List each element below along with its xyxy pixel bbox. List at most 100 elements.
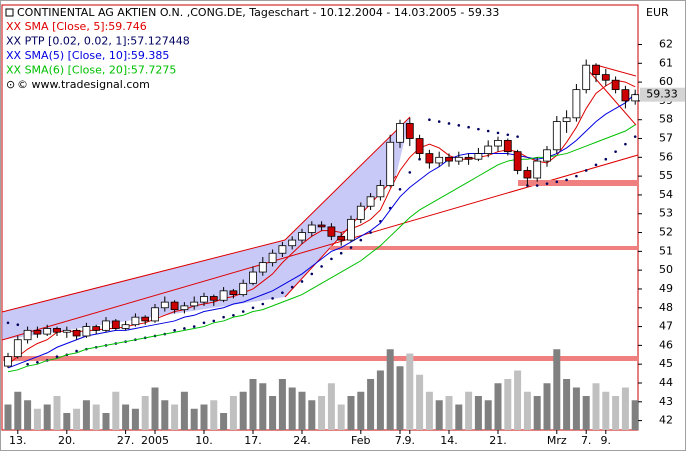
ptp-dot <box>281 291 284 295</box>
x-tick-label: 7. <box>395 434 406 447</box>
candle-body <box>562 117 571 122</box>
candle-body <box>327 226 336 237</box>
volume-bar <box>151 387 159 430</box>
ptp-dot <box>594 163 598 167</box>
candle-body <box>190 301 199 307</box>
candle-body <box>23 329 32 341</box>
candle-body <box>180 305 189 311</box>
ptp-dot <box>369 231 372 234</box>
volume-bar <box>63 413 71 430</box>
candle-body <box>582 64 591 91</box>
y-tick-label: 50 <box>659 263 673 276</box>
volume-bar <box>171 404 179 430</box>
candle-body <box>464 156 473 160</box>
volume-bar <box>474 396 482 430</box>
y-tick-label: 48 <box>659 301 673 314</box>
volume-bar <box>563 379 571 430</box>
y-tick-label: 52 <box>659 226 673 239</box>
volume-bar <box>190 408 198 430</box>
support-level <box>2 356 638 361</box>
candle-body <box>631 94 640 102</box>
candle-body <box>62 329 71 333</box>
copyright-icon: ⊙ <box>6 78 15 91</box>
indicator-line <box>7 93 636 369</box>
ptp-dot <box>604 157 608 161</box>
volume-bar <box>612 396 620 430</box>
candle-body <box>611 79 620 91</box>
candle-body <box>454 156 463 162</box>
candles <box>4 59 640 368</box>
x-tick-label: 9. <box>601 434 612 447</box>
legend-entry: XX SMA [Close, 5]:59.746 <box>6 20 147 33</box>
candle-body <box>288 239 297 247</box>
volume-bar <box>239 391 247 430</box>
candle-body <box>543 149 551 162</box>
volume-bar <box>161 400 169 430</box>
volume-bar <box>141 396 149 430</box>
candle-body <box>435 156 444 164</box>
volume-bar <box>553 349 561 430</box>
channel-shade <box>2 240 285 340</box>
volume-bar <box>523 391 531 430</box>
y-tick-label: 57 <box>659 132 673 145</box>
ptp-dot <box>555 180 559 184</box>
ptp-dot <box>173 329 176 332</box>
candle-body <box>268 252 277 264</box>
volume-bar <box>4 404 12 430</box>
volume-bar <box>73 408 81 430</box>
volume-bar <box>102 413 110 430</box>
channel-shade <box>285 117 410 297</box>
volume-bar <box>33 408 41 430</box>
volume-bar <box>484 400 492 430</box>
volume-bar <box>631 400 639 430</box>
indicator-line <box>7 124 636 373</box>
volume-bar <box>514 370 522 430</box>
x-tick-label: 14. <box>440 434 458 447</box>
drawings <box>1 64 639 361</box>
volume <box>4 349 639 430</box>
candle-body <box>141 316 150 322</box>
candle-body <box>503 139 512 153</box>
volume-bar <box>200 404 208 430</box>
volume-bar <box>602 391 610 430</box>
ptp-dot <box>16 323 20 326</box>
ptp-dot <box>545 182 549 185</box>
ptp-dot <box>271 297 274 300</box>
candle-body <box>102 320 110 331</box>
candle-body <box>43 328 52 335</box>
ptp-dot <box>349 246 353 249</box>
support-level <box>518 180 638 186</box>
x-tick-label: 21. <box>489 434 507 447</box>
ptp-dot <box>330 257 333 261</box>
candle-body <box>347 218 355 241</box>
volume-bar <box>278 379 286 430</box>
candle-body <box>572 89 581 119</box>
ptp-dot <box>6 321 10 325</box>
ptp-dot <box>477 127 480 131</box>
candle-body <box>592 64 600 75</box>
y-tick-label: 49 <box>659 282 673 295</box>
volume-bar <box>249 379 257 430</box>
ptp-dot <box>261 302 265 306</box>
candle-body <box>33 329 42 335</box>
candle-body <box>621 89 630 102</box>
chart-title: CONTINENTAL AG AKTIEN O.N. ,CONG.DE, Tag… <box>17 6 499 19</box>
ptp-dot <box>192 325 196 328</box>
volume-bar <box>543 383 551 430</box>
volume-bar <box>455 404 463 430</box>
ptp-dot <box>457 124 461 127</box>
candle-body <box>396 123 404 143</box>
x-tick-label: 24. <box>293 434 311 447</box>
volume-bar <box>406 353 414 430</box>
ptp-dot <box>486 129 490 133</box>
candle-body <box>356 205 365 220</box>
volume-bar <box>504 379 512 430</box>
candle-body <box>523 170 532 179</box>
candle-body <box>209 296 218 301</box>
y-tick-label: 62 <box>659 37 673 50</box>
ptp-dot <box>26 362 29 366</box>
candle-body <box>533 160 542 179</box>
ptp-dot <box>75 349 78 353</box>
volume-bar <box>572 387 580 430</box>
